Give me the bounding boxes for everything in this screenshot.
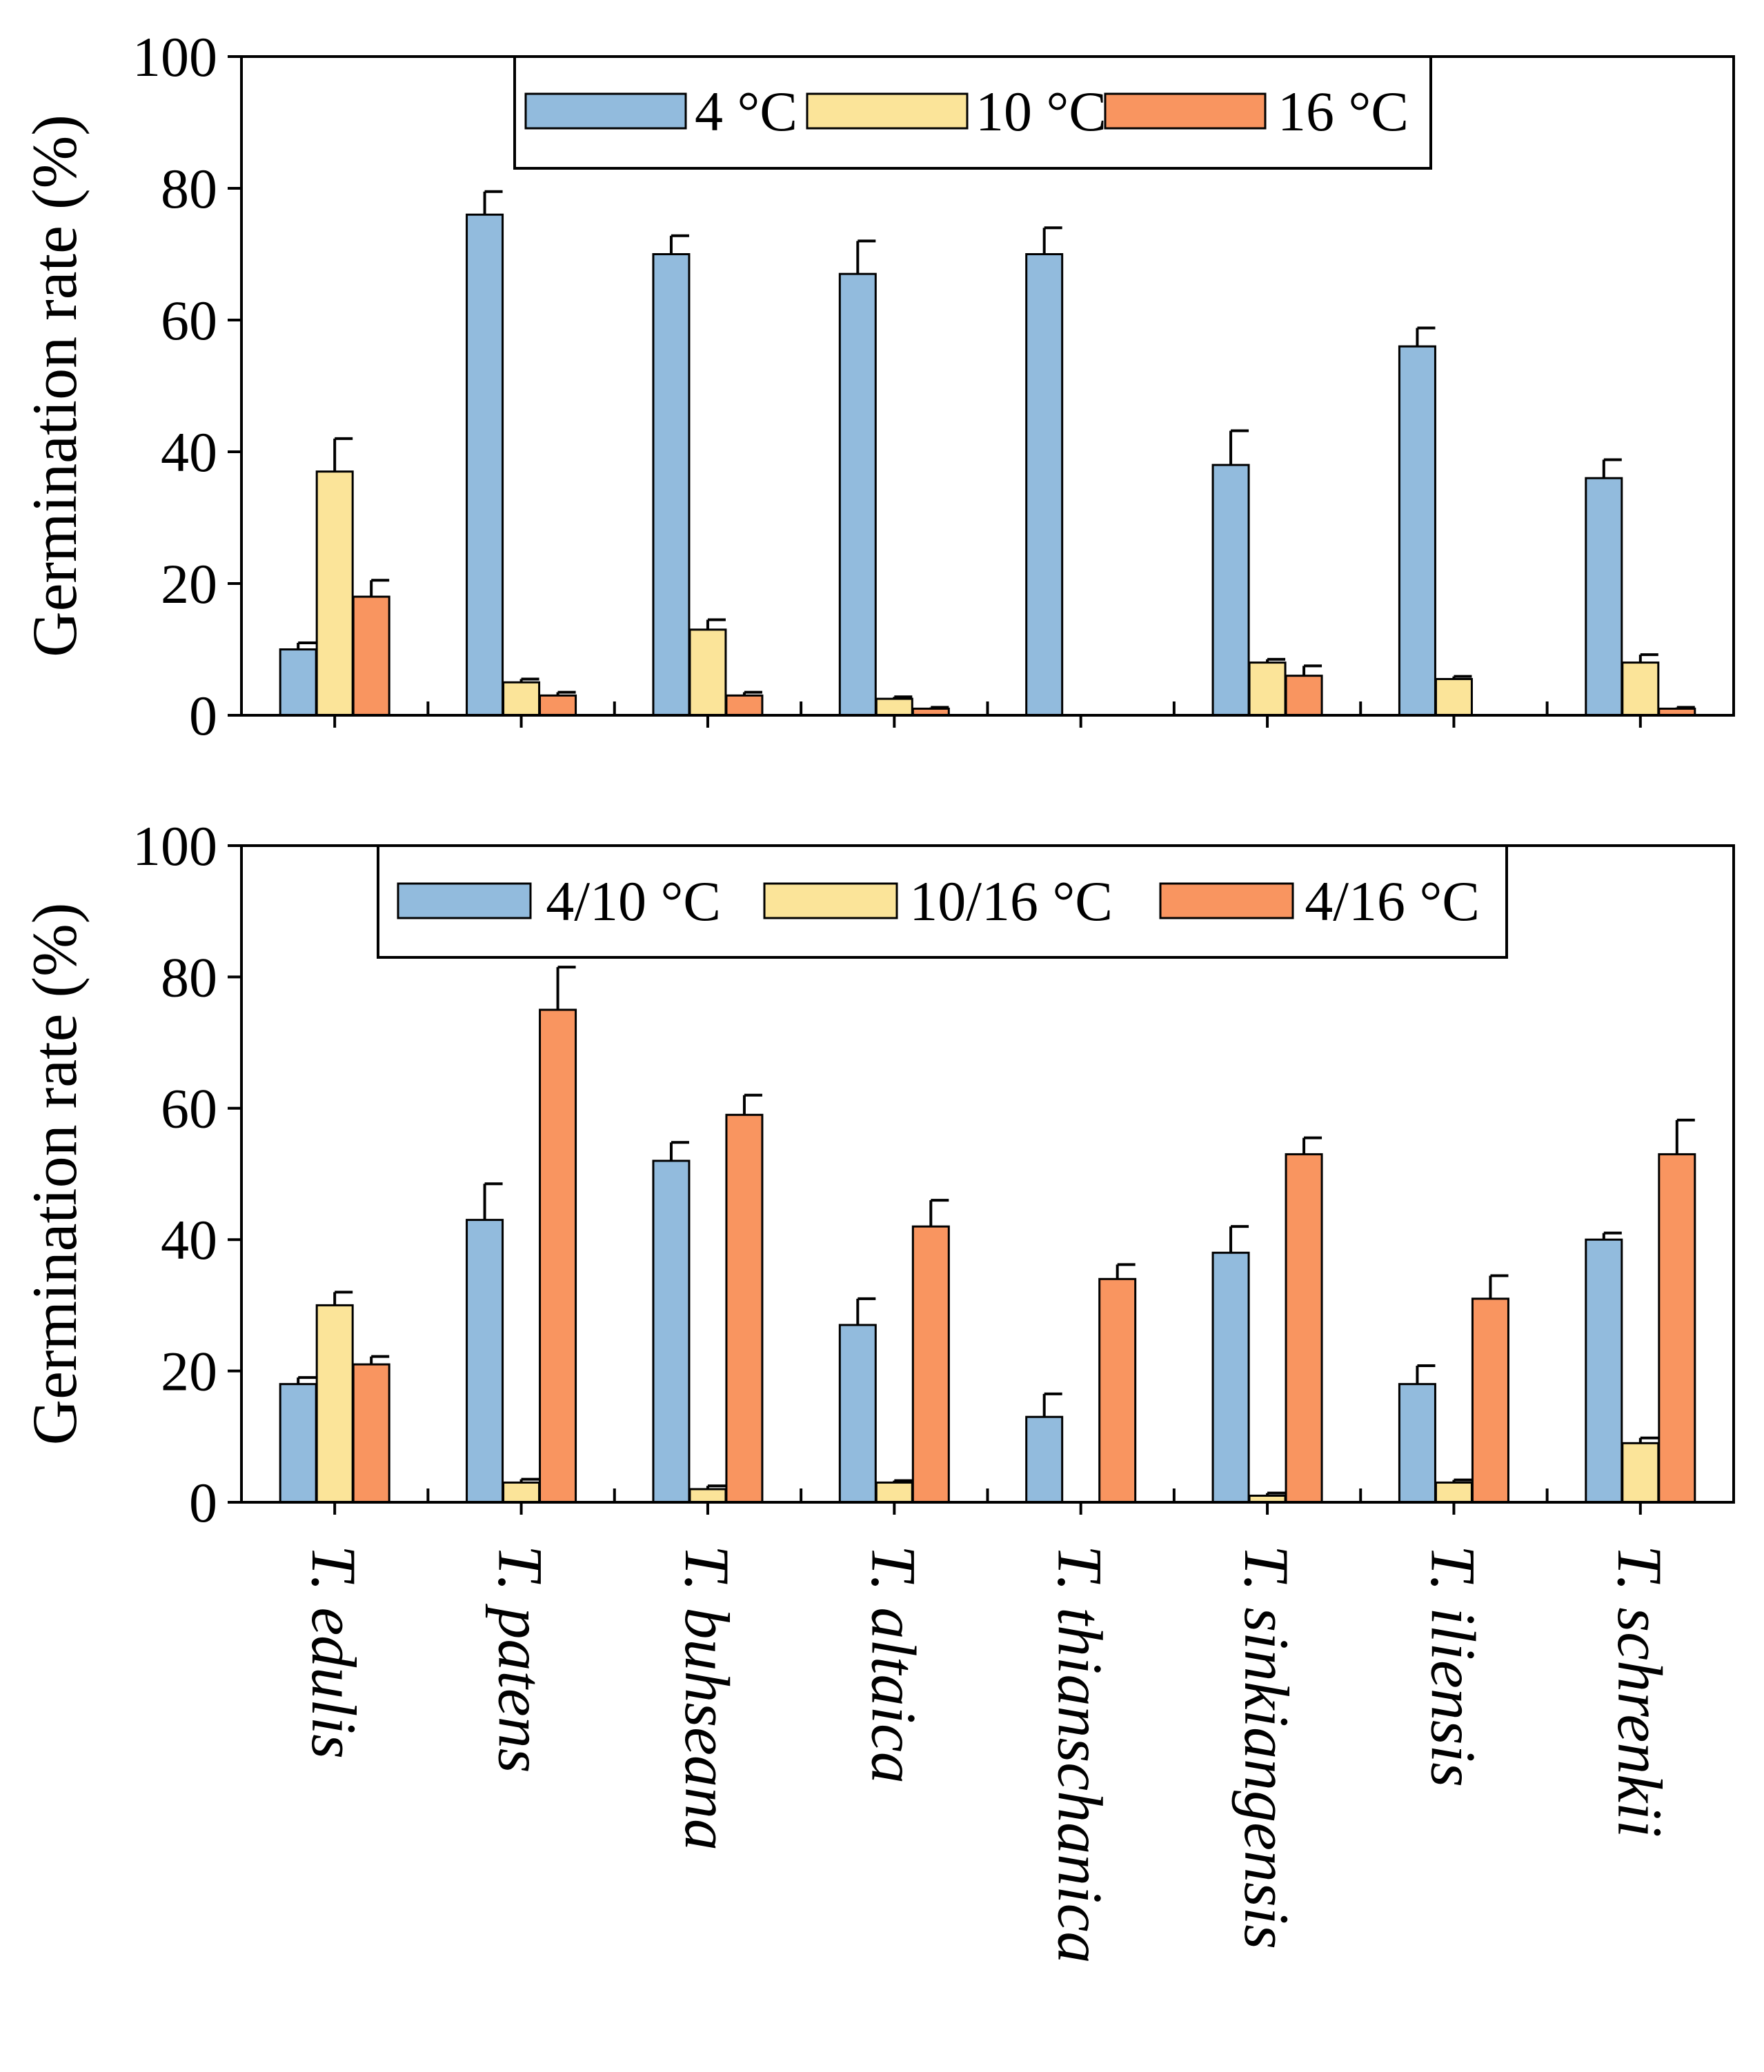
- bar-16C-1: [539, 694, 577, 717]
- y-axis-label: Germination rate (%): [19, 114, 90, 657]
- bar-4C-4: [1025, 253, 1064, 717]
- x-category-label: T. iliensis: [1418, 1545, 1488, 1787]
- bar-16C-2: [725, 694, 764, 717]
- bar-4C-1: [466, 213, 504, 717]
- legend-label-1: 10/16 °C: [909, 870, 1113, 933]
- bar-1016C-1: [502, 1481, 541, 1504]
- legend-swatch-1: [763, 882, 898, 919]
- bar-1016C-6: [1434, 1481, 1473, 1504]
- bar-410C-5: [1211, 1251, 1250, 1504]
- legend-swatch-0: [524, 92, 687, 130]
- bar-1016C-0: [315, 1304, 354, 1504]
- y-tick-label: 40: [161, 1208, 217, 1271]
- bar-410C-0: [279, 1383, 317, 1504]
- legend-swatch-2: [1104, 92, 1267, 130]
- bar-416C-7: [1658, 1153, 1696, 1504]
- y-tick-label: 80: [161, 157, 217, 220]
- legend-swatch-2: [1159, 882, 1294, 919]
- bar-10C-6: [1434, 677, 1473, 717]
- bar-410C-2: [652, 1159, 691, 1504]
- y-axis-label: Germination rate (%): [19, 903, 90, 1446]
- y-tick-label: 0: [189, 684, 217, 747]
- legend-swatch-1: [806, 92, 969, 130]
- bar-4C-6: [1398, 345, 1436, 717]
- bar-10C-3: [875, 697, 913, 717]
- legend-swatch-0: [397, 882, 532, 919]
- bar-410C-1: [466, 1219, 504, 1504]
- y-tick-label: 20: [161, 1339, 217, 1402]
- y-tick-label: 40: [161, 421, 217, 484]
- legend-label-1: 10 °C: [975, 80, 1107, 143]
- bar-416C-3: [911, 1225, 950, 1504]
- y-tick-label: 80: [161, 946, 217, 1008]
- bar-10C-0: [315, 470, 354, 717]
- bar-16C-0: [352, 595, 390, 717]
- y-tick-label: 60: [161, 1077, 217, 1140]
- bar-4C-2: [652, 253, 691, 717]
- bar-410C-3: [838, 1324, 877, 1504]
- bar-16C-5: [1285, 675, 1323, 717]
- y-tick-label: 20: [161, 552, 217, 615]
- bar-4C-7: [1585, 477, 1623, 717]
- bar-1016C-7: [1621, 1442, 1660, 1504]
- bar-416C-5: [1285, 1153, 1323, 1504]
- bar-10C-2: [688, 628, 727, 717]
- legend-label-2: 4/16 °C: [1305, 870, 1480, 933]
- legend-box: [377, 844, 1508, 959]
- bar-4C-3: [838, 272, 877, 717]
- y-tick-label: 100: [132, 815, 217, 877]
- x-category-label: T. buhseana: [672, 1545, 742, 1851]
- bar-4C-0: [279, 648, 317, 717]
- x-category-label: T. thianschanica: [1045, 1545, 1116, 1964]
- x-category-label: T. patens: [486, 1545, 556, 1773]
- x-category-label: T. sinkiangensis: [1231, 1545, 1302, 1949]
- bar-416C-4: [1098, 1277, 1137, 1504]
- bar-1016C-3: [875, 1481, 913, 1504]
- y-tick-label: 100: [132, 26, 217, 88]
- x-category-label: T. schrenkii: [1605, 1545, 1675, 1837]
- bar-10C-1: [502, 681, 541, 717]
- bar-410C-7: [1585, 1238, 1623, 1504]
- x-category-label: T. edulis: [299, 1545, 369, 1759]
- x-category-label: T. altaica: [858, 1545, 929, 1784]
- legend-label-2: 16 °C: [1278, 80, 1409, 143]
- bar-410C-6: [1398, 1383, 1436, 1504]
- top-panel-chart: Germination rate (%) 0 20 40 60 80 100 4 °C 10 °…: [19, 26, 1735, 747]
- y-tick-label: 0: [189, 1471, 217, 1534]
- bar-416C-1: [539, 1008, 577, 1504]
- legend-label-0: 4 °C: [695, 80, 797, 143]
- bar-416C-2: [725, 1113, 764, 1504]
- bar-416C-6: [1471, 1297, 1509, 1504]
- legend-label-0: 4/10 °C: [546, 870, 721, 933]
- bar-4C-5: [1211, 464, 1250, 717]
- bar-10C-5: [1248, 661, 1287, 717]
- bar-410C-4: [1025, 1415, 1064, 1504]
- y-tick-label: 60: [161, 289, 217, 352]
- bar-1016C-2: [688, 1488, 727, 1504]
- x-axis-category-labels: T. edulis T. patens T. buhseana T. altaica T…: [299, 1545, 1675, 1964]
- bottom-panel-chart: Germination rate (%) 0 20 40 60 80 100 4/10 °C 1…: [19, 815, 1735, 1534]
- bar-416C-0: [352, 1363, 390, 1504]
- bar-10C-7: [1621, 661, 1660, 717]
